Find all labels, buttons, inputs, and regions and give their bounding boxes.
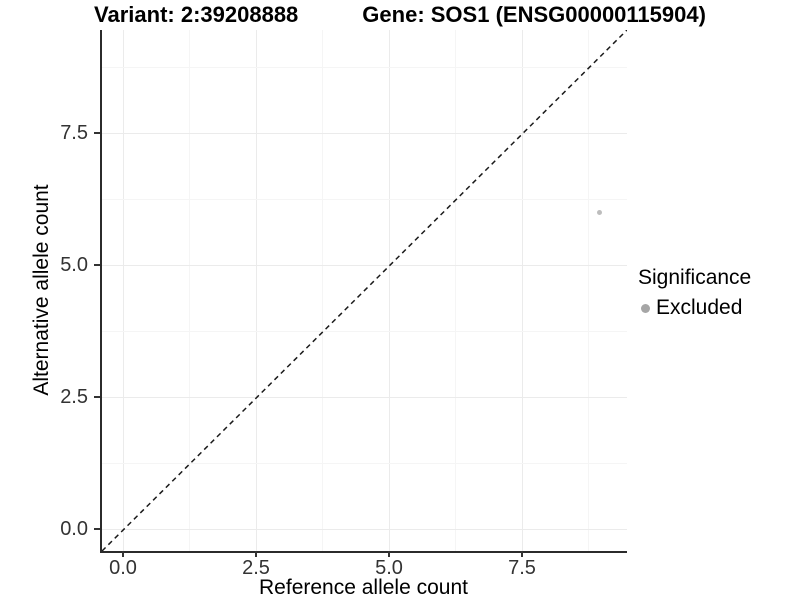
gridline-y-major — [102, 397, 627, 398]
x-tick-label: 2.5 — [242, 557, 270, 579]
scatter-point-excluded — [597, 210, 602, 215]
legend-title: Significance — [638, 266, 752, 289]
gridline-y-major — [102, 265, 627, 266]
plot-panel — [100, 30, 627, 553]
y-tick-label: 0.0 — [60, 518, 88, 540]
y-tick-label: 7.5 — [60, 122, 88, 144]
x-tick-mark — [388, 551, 390, 557]
gridline-x-major — [389, 30, 390, 551]
gridline-y-major — [102, 133, 627, 134]
y-tick-label: 2.5 — [60, 386, 88, 408]
gene-title: Gene: SOS1 (ENSG00000115904) — [362, 2, 706, 27]
gridline-x-major — [256, 30, 257, 551]
y-tick-label: 5.0 — [60, 254, 88, 276]
gridline-y-minor — [102, 199, 627, 200]
x-tick-mark — [255, 551, 257, 557]
legend-item-label: Excluded — [656, 296, 743, 319]
gridline-x-minor — [455, 30, 456, 551]
y-tick-mark — [94, 264, 100, 266]
x-tick-mark — [521, 551, 523, 557]
x-tick-label: 0.0 — [109, 557, 137, 579]
x-tick-mark — [122, 551, 124, 557]
legend-item-excluded: Excluded — [638, 296, 751, 320]
gridline-x-minor — [322, 30, 323, 551]
y-tick-mark — [94, 528, 100, 530]
legend-point-marker-icon — [641, 303, 650, 313]
y-tick-mark — [94, 396, 100, 398]
gridline-y-minor — [102, 331, 627, 332]
y-tick-mark — [94, 132, 100, 134]
gridline-y-minor — [102, 463, 627, 464]
gridline-x-major — [522, 30, 523, 551]
x-axis-title: Reference allele count — [259, 576, 468, 599]
legend: Significance Excluded — [638, 266, 751, 320]
gridline-y-major — [102, 529, 627, 530]
gridline-x-major — [123, 30, 124, 551]
x-tick-label: 5.0 — [375, 557, 403, 579]
identity-dashed-line — [102, 30, 627, 551]
gridline-x-minor — [189, 30, 190, 551]
plot-title-row: Variant: 2:39208888 Gene: SOS1 (ENSG0000… — [0, 2, 800, 28]
variant-title: Variant: 2:39208888 — [94, 2, 299, 27]
y-axis-title: Alternative allele count — [30, 184, 53, 396]
gridline-y-minor — [102, 67, 627, 68]
x-tick-label: 7.5 — [508, 557, 536, 579]
gridline-x-minor — [588, 30, 589, 551]
